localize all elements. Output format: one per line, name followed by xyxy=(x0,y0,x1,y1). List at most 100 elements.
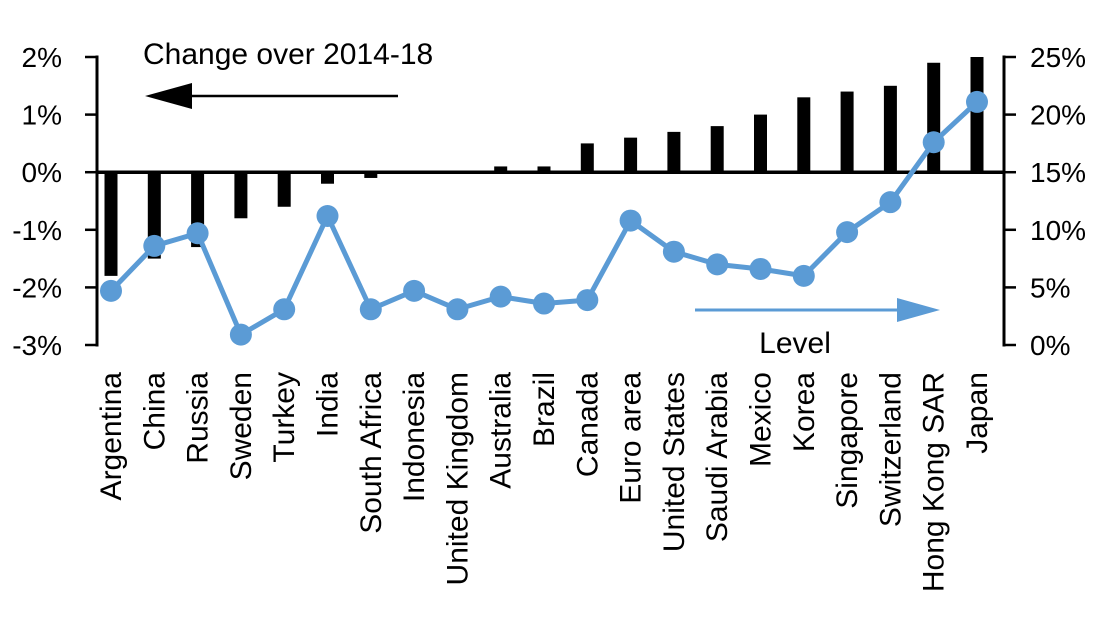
category-label-switzerland: Switzerland xyxy=(874,372,907,527)
bar-mexico xyxy=(754,114,767,173)
bar-turkey xyxy=(277,172,291,207)
category-label-singapore: Singapore xyxy=(831,372,864,509)
right-series-annotation: Level xyxy=(695,298,940,360)
marker-brazil xyxy=(533,292,555,315)
left-series-label: Change over 2014-18 xyxy=(143,38,433,71)
category-label-text: Turkey xyxy=(268,372,301,463)
category-label-text: United States xyxy=(658,372,691,552)
left-axis-tick-label: -3% xyxy=(12,330,62,361)
bar-japan xyxy=(970,57,984,173)
category-label-text: Russia xyxy=(182,372,215,464)
category-label-text: South Africa xyxy=(355,372,388,534)
category-label-text: Korea xyxy=(788,372,821,452)
category-label-text: Australia xyxy=(485,372,518,489)
category-label-united-kingdom: United Kingdom xyxy=(441,372,474,585)
right-arrow-head-icon xyxy=(897,298,940,322)
category-axis-labels: Argentina China Russia Sweden Turkey India Sou… xyxy=(95,372,994,592)
category-label-russia: Russia xyxy=(182,372,215,464)
category-label-text: Sweden xyxy=(225,372,258,480)
left-axis-tick-label: -2% xyxy=(12,272,62,303)
category-label-text: Switzerland xyxy=(874,372,907,527)
category-label-china: China xyxy=(138,372,171,451)
marker-singapore xyxy=(836,221,859,244)
marker-india xyxy=(316,204,339,227)
right-series-label: Level xyxy=(759,327,831,360)
right-axis-tick-label: 20% xyxy=(1030,100,1086,131)
category-label-united-states: United States xyxy=(658,372,691,552)
category-label-korea: Korea xyxy=(788,372,821,452)
category-label-brazil: Brazil xyxy=(528,372,561,447)
marker-argentina xyxy=(100,279,122,302)
category-label-australia: Australia xyxy=(485,372,518,489)
category-label-india: India xyxy=(312,372,345,437)
right-axis-tick-label: 15% xyxy=(1030,157,1086,188)
category-label-indonesia: Indonesia xyxy=(398,372,431,502)
marker-switzerland xyxy=(879,191,902,214)
bar-hong-kong-sar xyxy=(927,62,941,173)
marker-korea xyxy=(792,264,815,287)
category-label-argentina: Argentina xyxy=(95,372,128,501)
bar-australia xyxy=(494,166,508,173)
bar-canada xyxy=(580,143,594,173)
marker-japan xyxy=(966,90,988,113)
marker-sweden xyxy=(229,323,252,346)
bar-sweden xyxy=(234,172,248,219)
category-label-sweden: Sweden xyxy=(225,372,258,480)
marker-russia xyxy=(186,222,209,245)
category-label-saudi-arabia: Saudi Arabia xyxy=(701,372,734,542)
marker-united-kingdom xyxy=(446,298,469,321)
marker-euro-area xyxy=(619,209,642,232)
category-label-text: Canada xyxy=(571,372,604,477)
right-axis-tick-label: 25% xyxy=(1030,42,1086,73)
marker-saudi-arabia xyxy=(706,253,729,276)
category-label-text: United Kingdom xyxy=(441,372,474,585)
marker-indonesia xyxy=(403,279,426,302)
category-label-turkey: Turkey xyxy=(268,372,301,463)
bar-argentina xyxy=(104,172,118,276)
category-label-south-africa: South Africa xyxy=(355,372,388,534)
marker-canada xyxy=(576,289,599,312)
marker-australia xyxy=(489,285,512,308)
right-axis-tick-label: 5% xyxy=(1030,272,1070,303)
marker-hong-kong-sar xyxy=(922,131,945,154)
bar-south-africa xyxy=(364,172,378,178)
category-label-text: Mexico xyxy=(745,372,778,467)
bar-saudi-arabia xyxy=(710,126,724,173)
bar-india xyxy=(321,172,334,184)
category-label-text: Japan xyxy=(961,372,994,454)
marker-china xyxy=(143,234,166,257)
left-series-annotation: Change over 2014-18 xyxy=(143,38,433,109)
left-arrow-head-icon xyxy=(145,83,192,109)
bar-korea xyxy=(797,97,811,173)
category-label-text: Saudi Arabia xyxy=(701,372,734,542)
category-label-text: Brazil xyxy=(528,372,561,447)
right-axis-tick-label: 0% xyxy=(1030,330,1070,361)
bar-singapore xyxy=(840,91,854,173)
bar-united-states xyxy=(667,131,681,173)
category-label-mexico: Mexico xyxy=(745,372,778,467)
category-label-text: Argentina xyxy=(95,372,128,501)
marker-south-africa xyxy=(359,298,382,321)
bar-euro-area xyxy=(624,137,638,173)
category-label-canada: Canada xyxy=(571,372,604,477)
category-label-text: Euro area xyxy=(615,372,648,504)
category-label-text: China xyxy=(138,372,171,451)
category-label-euro-area: Euro area xyxy=(615,372,648,504)
axes: 2% 1% 0% -1% -2% -3% 25% 20% 15% 10% 5% 0% xyxy=(12,42,1086,361)
category-label-hong-kong-sar: Hong Kong SAR xyxy=(918,372,951,592)
bar-brazil xyxy=(537,166,551,173)
marker-mexico xyxy=(749,257,772,280)
left-axis-tick-label: -1% xyxy=(12,215,62,246)
category-label-text: India xyxy=(312,372,345,437)
line-series xyxy=(100,90,988,346)
bar-switzerland xyxy=(883,85,897,173)
right-axis-tick-label: 10% xyxy=(1030,215,1086,246)
left-axis-tick-label: 1% xyxy=(22,100,62,131)
category-label-text: Indonesia xyxy=(398,372,431,502)
bar-series xyxy=(104,57,984,276)
left-axis-tick-label: 2% xyxy=(22,42,62,73)
category-label-text: Singapore xyxy=(831,372,864,509)
left-axis-tick-label: 0% xyxy=(22,157,62,188)
